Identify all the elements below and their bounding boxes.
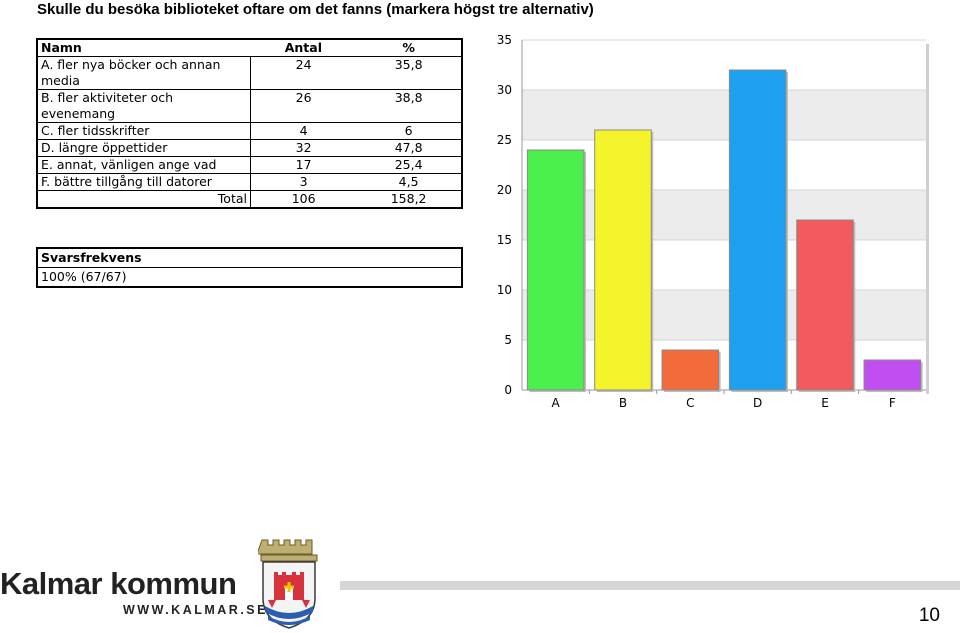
page-title: Skulle du besöka biblioteket oftare om d… xyxy=(37,1,594,18)
y-tick-label: 0 xyxy=(504,383,512,397)
row-pct: 6 xyxy=(356,122,462,140)
grid-band xyxy=(522,140,926,190)
row-pct: 47,8 xyxy=(356,139,462,157)
y-tick-label: 10 xyxy=(497,283,512,297)
row-count: 17 xyxy=(250,156,357,174)
row-count: 3 xyxy=(299,174,308,189)
row-count: 26 xyxy=(250,89,357,123)
table-row: A. fler nya böcker och annan media 24 35… xyxy=(37,56,462,90)
row-name: F. bättre tillgång till datorer xyxy=(37,173,251,191)
grid-band xyxy=(522,240,926,290)
bar-d xyxy=(728,69,787,391)
grid-band xyxy=(522,340,926,390)
total-count: 106 xyxy=(250,190,357,208)
header-name: Namn xyxy=(37,39,251,57)
y-tick-label: 30 xyxy=(497,83,512,97)
grid-band xyxy=(522,40,926,90)
response-rate-header: Svarsfrekvens xyxy=(37,248,462,268)
bar-chart: 0 5 10 15 20 25 30 35 A B C D E F xyxy=(497,33,929,410)
row-count: 24 xyxy=(250,56,357,90)
row-name: B. fler aktiviteter och evenemang xyxy=(37,89,251,123)
header-pct: % xyxy=(356,39,462,57)
response-rate-value: 100% (67/67) xyxy=(41,269,127,284)
row-count: 4 xyxy=(250,122,357,140)
row-pct: 38,8 xyxy=(356,89,462,123)
x-tick-label: F xyxy=(889,396,896,410)
table-row: D. längre öppettider 32 47,8 xyxy=(37,139,462,157)
x-tick-label: D xyxy=(753,396,762,410)
kalmar-crest-icon xyxy=(258,539,318,629)
y-tick-label: 20 xyxy=(497,183,512,197)
grid-band xyxy=(522,290,926,340)
brand-url: WWW.KALMAR.SE xyxy=(123,603,268,617)
x-tick-label: C xyxy=(686,396,694,410)
page-number: 10 xyxy=(918,605,940,626)
y-tick-label: 5 xyxy=(504,333,512,347)
row-name: C. fler tidsskrifter xyxy=(37,122,251,140)
row-pct: 4,5 xyxy=(398,174,419,189)
y-tick-label: 15 xyxy=(497,233,512,247)
grid-band xyxy=(522,190,926,240)
x-tick-label: A xyxy=(552,396,561,410)
plot-shadow xyxy=(926,44,929,394)
table-row: E. annat, vänligen ange vad 17 25,4 xyxy=(37,156,462,174)
bar-b xyxy=(594,129,652,391)
row-name: E. annat, vänligen ange vad xyxy=(37,156,251,174)
table-total-row: Total 106 158,2 xyxy=(37,190,462,208)
total-label: Total xyxy=(37,190,251,208)
grid-band xyxy=(522,90,926,140)
row-name: D. längre öppettider xyxy=(37,139,251,157)
table-header-row: Namn Antal % xyxy=(37,39,462,57)
row-pct: 35,8 xyxy=(356,56,462,90)
row-count: 32 xyxy=(250,139,357,157)
table-row: F. bättre tillgång till datorer 3 4,5 xyxy=(37,173,462,191)
results-table: Namn Antal % A. fler nya böcker och anna… xyxy=(36,38,463,209)
row-name: A. fler nya böcker och annan media xyxy=(37,56,251,90)
y-tick-label: 25 xyxy=(497,133,512,147)
brand-name: Kalmar kommun xyxy=(0,566,237,601)
row-pct: 25,4 xyxy=(356,156,462,174)
response-rate-table: Svarsfrekvens 100% (67/67) xyxy=(36,247,463,288)
bar-c xyxy=(661,349,720,391)
footer-bar xyxy=(340,581,960,590)
total-pct: 158,2 xyxy=(356,190,462,208)
header-count: Antal xyxy=(250,39,357,57)
y-tick-label: 35 xyxy=(497,33,512,47)
bar-f xyxy=(863,359,922,391)
table-row: B. fler aktiviteter och evenemang 26 38,… xyxy=(37,89,462,123)
x-tick-label: B xyxy=(619,396,627,410)
x-tick-label: E xyxy=(821,396,829,410)
bar-e xyxy=(796,219,854,391)
bar-a xyxy=(526,149,585,391)
table-row: C. fler tidsskrifter 4 6 xyxy=(37,122,462,140)
